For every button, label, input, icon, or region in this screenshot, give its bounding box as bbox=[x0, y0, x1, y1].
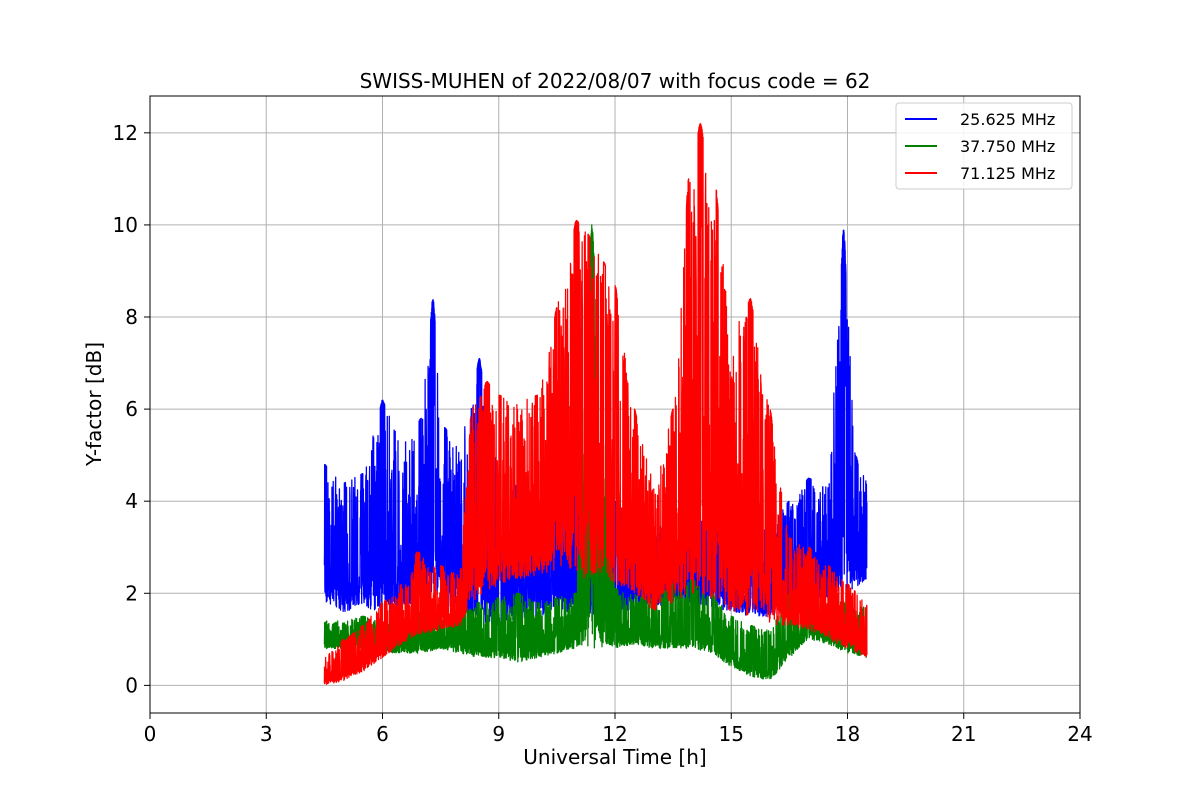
series-layer bbox=[323, 122, 868, 685]
y-tick-label: 4 bbox=[125, 489, 138, 513]
x-tick-label: 18 bbox=[835, 722, 860, 746]
x-tick-label: 9 bbox=[492, 722, 505, 746]
series-line-2 bbox=[323, 122, 868, 685]
y-axis-label: Y-factor [dB] bbox=[82, 342, 106, 467]
x-tick-label: 6 bbox=[376, 722, 389, 746]
legend: 25.625 MHz 37.750 MHz 71.125 MHz bbox=[895, 102, 1073, 190]
y-tick-label: 0 bbox=[125, 673, 138, 697]
y-tick-label: 2 bbox=[125, 581, 138, 605]
x-axis-label: Universal Time [h] bbox=[523, 745, 706, 769]
x-tick-label: 0 bbox=[144, 722, 157, 746]
legend-label-2: 71.125 MHz bbox=[960, 164, 1055, 183]
y-tick-label: 12 bbox=[113, 121, 138, 145]
legend-box bbox=[895, 102, 1073, 190]
y-axis: 0 2 4 6 8 10 12 bbox=[113, 121, 150, 697]
chart-title: SWISS-MUHEN of 2022/08/07 with focus cod… bbox=[360, 69, 871, 93]
x-tick-label: 12 bbox=[602, 722, 627, 746]
y-tick-label: 6 bbox=[125, 397, 138, 421]
x-tick-label: 3 bbox=[260, 722, 273, 746]
x-tick-label: 24 bbox=[1067, 722, 1092, 746]
x-tick-label: 21 bbox=[951, 722, 976, 746]
y-tick-label: 10 bbox=[113, 213, 138, 237]
x-axis: 0 3 6 9 12 15 18 21 24 bbox=[144, 713, 1093, 746]
legend-label-0: 25.625 MHz bbox=[960, 110, 1055, 129]
legend-label-1: 37.750 MHz bbox=[960, 137, 1055, 156]
y-tick-label: 8 bbox=[125, 305, 138, 329]
x-tick-label: 15 bbox=[719, 722, 744, 746]
